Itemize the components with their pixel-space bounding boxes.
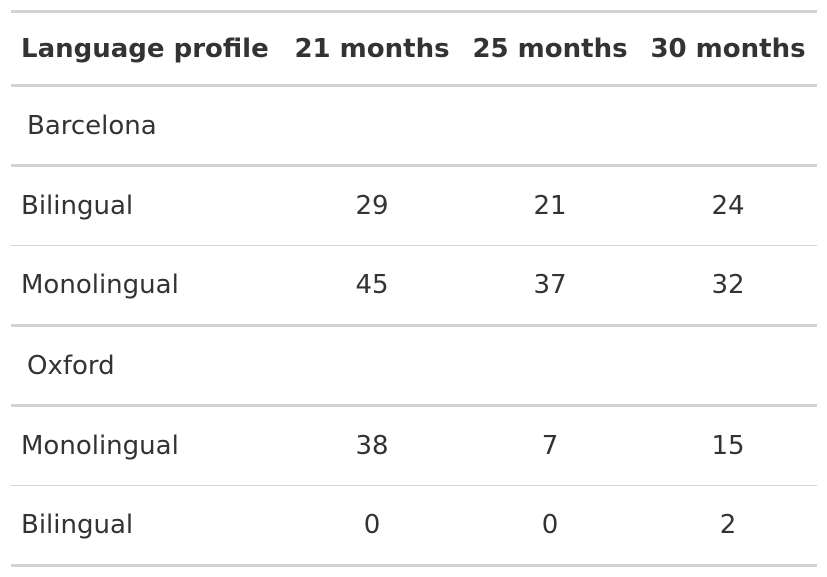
group-row-barcelona: Barcelona (11, 85, 817, 167)
column-header-language-profile: Language profile (11, 11, 283, 87)
cell-21-months: 45 (283, 245, 461, 327)
table-container: Language profile 21 months 25 months 30 … (11, 10, 817, 567)
cell-21-months: 29 (283, 165, 461, 246)
column-header-21-months: 21 months (283, 11, 461, 87)
row-label: Monolingual (11, 405, 283, 486)
row-label: Bilingual (11, 165, 283, 246)
cell-30-months: 2 (719, 510, 737, 540)
table-row: Monolingual 38 7 15 (11, 405, 817, 486)
cell-25-months: 37 (461, 245, 639, 327)
group-row-oxford: Oxford (11, 325, 817, 407)
cell-30-months: 15 (639, 405, 817, 486)
data-table: Language profile 21 months 25 months 30 … (11, 10, 817, 567)
table-row: Bilingual 0 0 2 (11, 486, 817, 566)
cell-25-months: 7 (461, 405, 639, 486)
table-row: Monolingual 45 37 32 (11, 245, 817, 327)
cell-21-months: 38 (283, 405, 461, 486)
group-label: Oxford (11, 325, 817, 407)
table-row: Bilingual 29 21 24 (11, 165, 817, 246)
cell-25-months: 0 (541, 510, 559, 540)
group-label: Barcelona (11, 85, 817, 167)
row-label: Bilingual (21, 510, 134, 540)
cell-30-months: 32 (639, 245, 817, 327)
cell-30-months: 24 (639, 165, 817, 246)
cell-21-months: 0 (363, 510, 381, 540)
column-header-25-months: 25 months (461, 11, 639, 87)
cell-25-months: 21 (461, 165, 639, 246)
row-label: Monolingual (11, 245, 283, 327)
header-row: Language profile 21 months 25 months 30 … (11, 11, 817, 87)
column-header-30-months: 30 months (639, 11, 817, 87)
